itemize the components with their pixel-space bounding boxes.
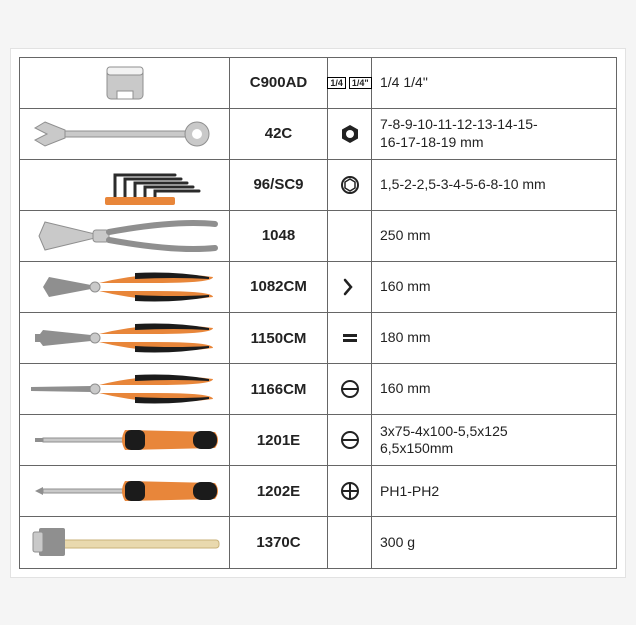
product-code: C900AD bbox=[230, 57, 328, 108]
phillips-icon bbox=[328, 466, 372, 517]
tool-image-flat-screwdriver bbox=[20, 415, 230, 466]
spec-text: 1/4 1/4" bbox=[372, 57, 617, 108]
spec-text: PH1-PH2 bbox=[372, 466, 617, 517]
tool-image-hex-keys bbox=[20, 159, 230, 210]
tool-image-socket bbox=[20, 57, 230, 108]
hexsocket-icon bbox=[328, 159, 372, 210]
blank-icon bbox=[328, 210, 372, 261]
tool-image-combination-pliers bbox=[20, 312, 230, 363]
spec-text: 160 mm bbox=[372, 364, 617, 415]
tool-image-combo-wrench bbox=[20, 108, 230, 159]
spec-text: 160 mm bbox=[372, 261, 617, 312]
cutter-icon bbox=[328, 261, 372, 312]
tool-image-diagonal-cutters bbox=[20, 261, 230, 312]
tool-image-slip-joint-pliers bbox=[20, 210, 230, 261]
tool-image-phillips-screwdriver bbox=[20, 466, 230, 517]
table-row: C900AD 1/4 1/4" 1/4 1/4" bbox=[20, 57, 617, 108]
spec-text: 180 mm bbox=[372, 312, 617, 363]
product-code: 1202E bbox=[230, 466, 328, 517]
blank-icon bbox=[328, 517, 372, 568]
table-row: 1150CM 180 mm bbox=[20, 312, 617, 363]
product-code: 1048 bbox=[230, 210, 328, 261]
flatcircle-icon bbox=[328, 364, 372, 415]
table-row: 42C 7-8-9-10-11-12-13-14-15-16-17-18-19 … bbox=[20, 108, 617, 159]
hexnut-icon bbox=[328, 108, 372, 159]
table-row: 1201E 3x75-4x100-5,5x1256,5x150mm bbox=[20, 415, 617, 466]
product-code: 1370C bbox=[230, 517, 328, 568]
flatcircle-icon bbox=[328, 415, 372, 466]
product-code: 1166CM bbox=[230, 364, 328, 415]
table-row: 1082CM 160 mm bbox=[20, 261, 617, 312]
table-row: 96/SC9 1,5-2-2,5-3-4-5-6-8-10 mm bbox=[20, 159, 617, 210]
spec-text: 250 mm bbox=[372, 210, 617, 261]
spec-text: 7-8-9-10-11-12-13-14-15-16-17-18-19 mm bbox=[372, 108, 617, 159]
product-code: 1201E bbox=[230, 415, 328, 466]
product-code: 1082CM bbox=[230, 261, 328, 312]
product-code: 1150CM bbox=[230, 312, 328, 363]
product-code: 42C bbox=[230, 108, 328, 159]
tool-image-long-nose-pliers bbox=[20, 364, 230, 415]
table-row: 1048 250 mm bbox=[20, 210, 617, 261]
spec-text: 300 g bbox=[372, 517, 617, 568]
quarter-icon: 1/4 1/4" bbox=[328, 57, 372, 108]
tool-image-hammer bbox=[20, 517, 230, 568]
spec-text: 1,5-2-2,5-3-4-5-6-8-10 mm bbox=[372, 159, 617, 210]
table-row: 1202E PH1-PH2 bbox=[20, 466, 617, 517]
product-code: 96/SC9 bbox=[230, 159, 328, 210]
table-row: 1166CM 160 mm bbox=[20, 364, 617, 415]
equals-icon bbox=[328, 312, 372, 363]
table-row: 1370C 300 g bbox=[20, 517, 617, 568]
tool-spec-card: C900AD 1/4 1/4" 1/4 1/4" 42C 7-8-9-10-11… bbox=[10, 48, 626, 578]
spec-text: 3x75-4x100-5,5x1256,5x150mm bbox=[372, 415, 617, 466]
tool-spec-table: C900AD 1/4 1/4" 1/4 1/4" 42C 7-8-9-10-11… bbox=[19, 57, 617, 569]
